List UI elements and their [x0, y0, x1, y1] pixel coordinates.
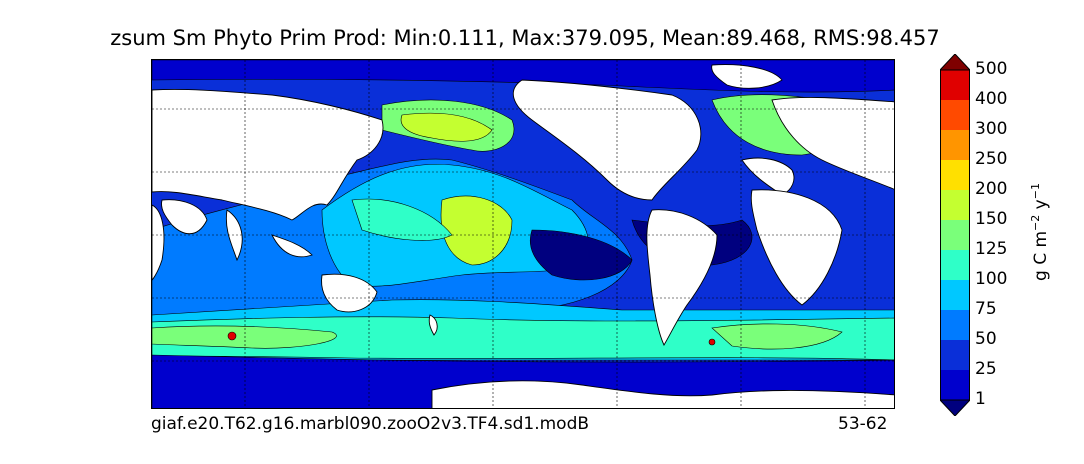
- band-125-150-south-atlantic: [711, 323, 843, 350]
- years-label: 53-62: [838, 414, 888, 434]
- band-100-125-southern: [152, 316, 894, 361]
- colorbar-box: [940, 130, 970, 160]
- colorbar-tick-label: 150: [975, 209, 1008, 229]
- colorbar-tick-label: 125: [975, 239, 1008, 259]
- land-greenland: [711, 64, 783, 89]
- band-arctic: [152, 60, 894, 93]
- land-eurasia: [152, 89, 384, 221]
- land-masses: [152, 64, 894, 408]
- colorbar-tick-label: 1: [975, 389, 986, 409]
- colorbar-box: [940, 160, 970, 190]
- colorbar-extend-max: [940, 54, 970, 71]
- colorbar-box: [940, 190, 970, 220]
- colorbar-tick-label: 100: [975, 269, 1008, 289]
- land-antarctica: [431, 380, 894, 408]
- land-australia: [321, 273, 378, 313]
- lat-lon-grid: [152, 60, 894, 408]
- colorbar-tick-label: 200: [975, 179, 1008, 199]
- band-150-200-north-pacific: [400, 112, 493, 142]
- colorbar-extend-min: [940, 399, 970, 416]
- map-panel: [151, 59, 895, 409]
- land-arabia: [161, 199, 208, 235]
- colorbar-box: [940, 280, 970, 310]
- colorbar-box: [940, 250, 970, 280]
- case-name-label: giaf.e20.T62.g16.marbl090.zooO2v3.TF4.sd…: [151, 414, 590, 434]
- colorbar-tick-label: 25: [975, 359, 997, 379]
- band-1-25-south-pacific-gyre: [529, 229, 633, 281]
- colorbar-tick-label: 400: [975, 89, 1008, 109]
- colorbar-tick-label: 75: [975, 299, 997, 319]
- land-africa-east-edge: [152, 204, 165, 281]
- band-150-200-south-pacific: [440, 195, 513, 266]
- colorbar: [940, 54, 970, 416]
- land-west-africa-bulge: [741, 157, 795, 196]
- colorbar-box: [940, 310, 970, 340]
- colorbar-tick-label: 500: [975, 59, 1008, 79]
- colorbar-tick-label: 250: [975, 149, 1008, 169]
- colorbar-box: [940, 340, 970, 370]
- colorbar-box: [940, 100, 970, 130]
- hotspot-indian: [227, 331, 237, 341]
- colorbar-box: [940, 220, 970, 250]
- land-south-america: [646, 209, 718, 346]
- colorbar-outline: [940, 69, 970, 401]
- plot-title: zsum Sm Phyto Prim Prod: Min:0.111, Max:…: [110, 26, 940, 50]
- land-new-zealand: [428, 314, 438, 336]
- land-india: [225, 209, 243, 262]
- land-africa: [750, 189, 843, 306]
- colorbar-box: [940, 370, 970, 400]
- colorbar-tick-label: 300: [975, 119, 1008, 139]
- colorbar-box: [940, 70, 970, 100]
- band-125-150-southern: [152, 325, 337, 349]
- colorbar-tick-label: 50: [975, 329, 997, 349]
- colorbar-unit-label: g C m−2 y−1: [1029, 183, 1051, 281]
- ocean-field-map: [152, 60, 894, 408]
- land-europe: [771, 96, 894, 190]
- hotspot-patagonia: [708, 338, 716, 346]
- land-indonesia: [271, 234, 313, 258]
- land-north-america: [512, 79, 702, 201]
